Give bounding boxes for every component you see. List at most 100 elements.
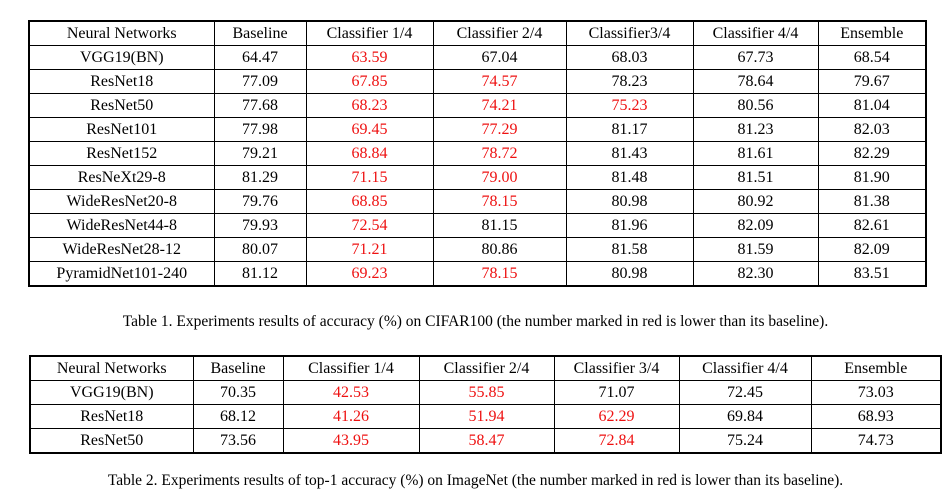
table2-caption: Table 2. Experiments results of top-1 ac…: [107, 472, 844, 489]
network-name-cell: ResNet101: [28, 117, 215, 142]
accuracy-cell: 67.73: [692, 45, 819, 70]
column-header: Classifier 2/4: [432, 20, 567, 46]
column-header: Baseline: [213, 20, 307, 46]
column-header: Ensemble: [817, 20, 927, 46]
column-header: Classifier 1/4: [282, 355, 420, 381]
table-row: ResNet152 79.21 68.84 78.72 81.43 81.61 82.29: [28, 141, 927, 166]
accuracy-cell: 78.72: [432, 141, 567, 166]
accuracy-cell: 81.43: [565, 141, 694, 166]
accuracy-cell: 82.30: [692, 261, 819, 287]
accuracy-cell: 73.56: [192, 428, 284, 454]
accuracy-cell: 68.12: [192, 404, 284, 429]
accuracy-cell: 74.57: [432, 69, 567, 94]
accuracy-cell: 68.85: [305, 189, 434, 214]
accuracy-cell: 69.84: [678, 404, 812, 429]
accuracy-cell: 69.23: [305, 261, 434, 287]
column-header: Classifier 3/4: [553, 355, 680, 381]
accuracy-cell: 81.59: [692, 237, 819, 262]
accuracy-cell: 68.23: [305, 93, 434, 118]
accuracy-cell: 80.56: [692, 93, 819, 118]
table1-cifar100-results: Neural Networks Baseline Classifier 1/4 Cla…: [28, 20, 927, 287]
accuracy-cell: 79.00: [432, 165, 567, 190]
accuracy-cell: 67.85: [305, 69, 434, 94]
accuracy-cell: 82.09: [692, 213, 819, 238]
accuracy-cell: 79.76: [213, 189, 307, 214]
table2-imagenet-results: Neural Networks Baseline Classifier 1/4 Cla…: [29, 355, 942, 454]
column-header: Classifier3/4: [565, 20, 694, 46]
network-name-cell: ResNet152: [28, 141, 215, 166]
accuracy-cell: 81.90: [817, 165, 927, 190]
accuracy-cell: 67.04: [432, 45, 567, 70]
accuracy-cell: 77.09: [213, 69, 307, 94]
table-row: VGG19(BN) 70.35 42.53 55.85 71.07 72.45 73.03: [29, 380, 942, 405]
accuracy-cell: 77.98: [213, 117, 307, 142]
accuracy-cell: 63.59: [305, 45, 434, 70]
accuracy-cell: 72.54: [305, 213, 434, 238]
accuracy-cell: 81.61: [692, 141, 819, 166]
accuracy-cell: 78.23: [565, 69, 694, 94]
column-header: Ensemble: [810, 355, 942, 381]
accuracy-cell: 72.45: [678, 380, 812, 405]
accuracy-cell: 82.03: [817, 117, 927, 142]
accuracy-cell: 42.53: [282, 380, 420, 405]
table1-caption: Table 1. Experiments results of accuracy…: [122, 313, 829, 330]
network-name-cell: VGG19(BN): [29, 380, 194, 405]
accuracy-cell: 81.58: [565, 237, 694, 262]
column-header: Classifier 4/4: [678, 355, 812, 381]
network-name-cell: VGG19(BN): [28, 45, 215, 70]
accuracy-cell: 70.35: [192, 380, 284, 405]
accuracy-cell: 68.03: [565, 45, 694, 70]
accuracy-cell: 77.29: [432, 117, 567, 142]
accuracy-cell: 55.85: [418, 380, 555, 405]
accuracy-cell: 68.93: [810, 404, 942, 429]
accuracy-cell: 77.68: [213, 93, 307, 118]
column-header: Classifier 2/4: [418, 355, 555, 381]
accuracy-cell: 80.98: [565, 189, 694, 214]
accuracy-cell: 82.29: [817, 141, 927, 166]
table-row: WideResNet28-12 80.07 71.21 80.86 81.58 81.59…: [28, 237, 927, 262]
accuracy-cell: 79.21: [213, 141, 307, 166]
table-row: ResNeXt29-8 81.29 71.15 79.00 81.48 81.51 81.9…: [28, 165, 927, 190]
accuracy-cell: 81.15: [432, 213, 567, 238]
accuracy-cell: 78.15: [432, 261, 567, 287]
accuracy-cell: 71.15: [305, 165, 434, 190]
accuracy-cell: 81.48: [565, 165, 694, 190]
accuracy-cell: 80.86: [432, 237, 567, 262]
accuracy-cell: 69.45: [305, 117, 434, 142]
table-row: WideResNet44-8 79.93 72.54 81.15 81.96 82.09 8…: [28, 213, 927, 238]
table-row: VGG19(BN) 64.47 63.59 67.04 68.03 67.73 68.54: [28, 45, 927, 70]
accuracy-cell: 79.67: [817, 69, 927, 94]
column-header: Neural Networks: [28, 20, 215, 46]
column-header: Neural Networks: [29, 355, 194, 381]
accuracy-cell: 83.51: [817, 261, 927, 287]
accuracy-cell: 72.84: [553, 428, 680, 454]
table-row: PyramidNet101-240 81.12 69.23 78.15 80.98 82.…: [28, 261, 927, 287]
network-name-cell: WideResNet28-12: [28, 237, 215, 262]
table-row: WideResNet20-8 79.76 68.85 78.15 80.98 80.92 8…: [28, 189, 927, 214]
accuracy-cell: 51.94: [418, 404, 555, 429]
column-header: Baseline: [192, 355, 284, 381]
network-name-cell: ResNet50: [28, 93, 215, 118]
table-row: ResNet18 68.12 41.26 51.94 62.29 69.84 68.93: [29, 404, 942, 429]
accuracy-cell: 73.03: [810, 380, 942, 405]
accuracy-cell: 74.73: [810, 428, 942, 454]
accuracy-cell: 71.07: [553, 380, 680, 405]
accuracy-cell: 80.98: [565, 261, 694, 287]
table-row: ResNet101 77.98 69.45 77.29 81.17 81.23 82.03: [28, 117, 927, 142]
accuracy-cell: 43.95: [282, 428, 420, 454]
header-row: Neural Networks Baseline Classifier 1/4 Cla…: [28, 20, 927, 46]
accuracy-cell: 75.23: [565, 93, 694, 118]
accuracy-cell: 79.93: [213, 213, 307, 238]
network-name-cell: PyramidNet101-240: [28, 261, 215, 287]
accuracy-cell: 78.15: [432, 189, 567, 214]
network-name-cell: WideResNet20-8: [28, 189, 215, 214]
accuracy-cell: 81.04: [817, 93, 927, 118]
accuracy-cell: 75.24: [678, 428, 812, 454]
table-row: ResNet50 77.68 68.23 74.21 75.23 80.56 81.04: [28, 93, 927, 118]
accuracy-cell: 68.84: [305, 141, 434, 166]
network-name-cell: ResNet18: [28, 69, 215, 94]
accuracy-cell: 71.21: [305, 237, 434, 262]
accuracy-cell: 81.12: [213, 261, 307, 287]
accuracy-cell: 82.61: [817, 213, 927, 238]
